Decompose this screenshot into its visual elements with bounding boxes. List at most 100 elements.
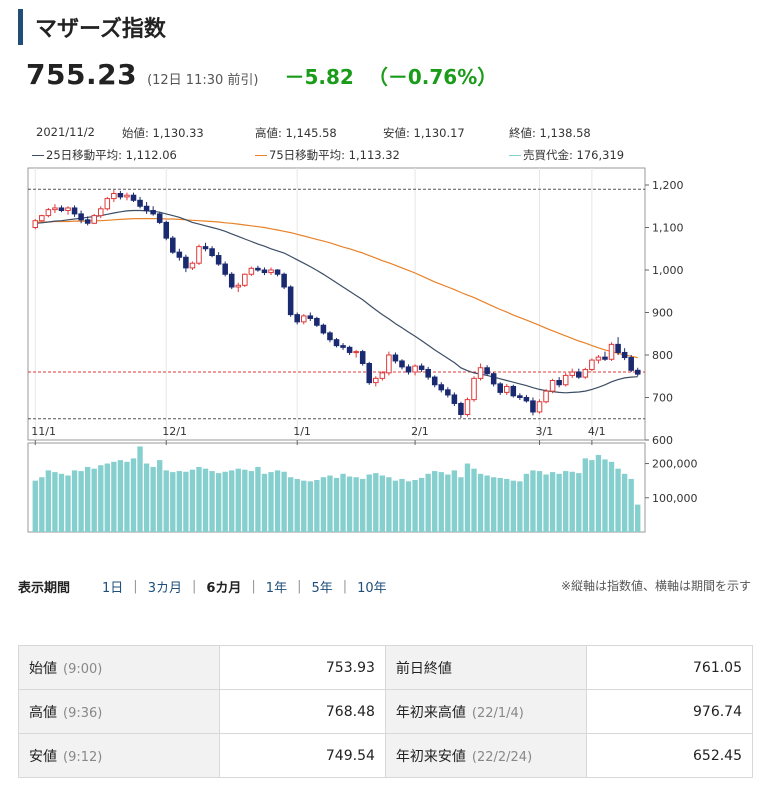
candle-down: [222, 263, 228, 275]
candle-down: [523, 397, 530, 402]
candle-down: [163, 221, 170, 239]
y-tick-label: 800: [652, 349, 673, 362]
candle-down: [399, 360, 405, 368]
legend-ma75: 75日移動平均: 1,113.32: [255, 147, 400, 163]
candle-up: [91, 215, 97, 224]
candle-up: [111, 193, 117, 200]
volume-bar: [412, 479, 418, 532]
volume-bar: [183, 471, 189, 532]
period-10y[interactable]: 10年: [357, 581, 387, 596]
candle-up: [235, 284, 242, 288]
volume-bar: [320, 477, 327, 532]
title-bar: マザーズ指数: [18, 9, 166, 45]
period-1y[interactable]: 1年: [265, 581, 288, 596]
volume-bar: [189, 469, 196, 532]
period-3m[interactable]: 3カ月: [147, 581, 182, 596]
candle-down: [484, 367, 490, 375]
volume-bar: [229, 470, 235, 532]
candle-down: [517, 395, 523, 399]
candle-up: [300, 315, 307, 323]
volume-bar: [202, 468, 209, 532]
candle-down: [294, 314, 300, 323]
candle-down: [327, 332, 333, 341]
period-5y[interactable]: 5年: [311, 581, 333, 596]
candle-down: [602, 356, 608, 360]
table-row: 安値 (9:12) 749.54 年初来安値 (22/2/24) 652.45: [18, 733, 754, 778]
volume-bar: [615, 468, 621, 532]
legend-volume: 売買代金: 176,319: [509, 147, 624, 163]
y-tick-label: 900: [652, 307, 673, 320]
volume-bar: [130, 458, 137, 532]
candle-down: [418, 365, 425, 370]
axis-note: ※縦軸は指数値、横軸は期間を示す: [560, 579, 751, 593]
volume-bar: [248, 471, 255, 532]
y-tick-label: 1,200: [652, 179, 684, 192]
volume-bar: [91, 468, 97, 532]
volume-bar: [543, 474, 549, 532]
volume-bar: [484, 475, 490, 532]
candle-down: [458, 402, 464, 415]
price-chart[interactable]: 1,200 1,100 1,000 900 800 700 600 200,000 100,00…: [0, 160, 763, 540]
volume-bar: [163, 470, 169, 532]
candle-down: [359, 351, 366, 365]
candle-down: [209, 248, 215, 257]
stats-table: 始値 (9:00) 753.93 前日終値 761.05 高値 (9:36) 768…: [18, 645, 754, 778]
candle-down: [628, 357, 634, 371]
candle-down: [143, 205, 150, 211]
y-tick-label: 1,000: [652, 264, 684, 277]
x-tick-label: 11/1: [31, 425, 56, 438]
info-high: 高値: 1,145.58: [255, 126, 337, 140]
legend-volume-text: 売買代金: 176,319: [523, 148, 625, 162]
volume-bar: [379, 475, 386, 532]
candle-up: [595, 356, 602, 361]
volume-bar: [517, 481, 523, 532]
volume-bar: [301, 480, 307, 532]
volume-bar: [504, 478, 510, 532]
volume-bar: [595, 454, 602, 532]
volume-bar: [209, 471, 215, 532]
candle-down: [261, 269, 268, 274]
volume-bar: [150, 466, 156, 532]
legend-ma75-text: 75日移動平均: 1,113.32: [269, 148, 400, 162]
volume-bar: [104, 463, 110, 532]
volume-bar: [549, 472, 556, 532]
volume-bar: [635, 504, 641, 532]
volume-tick-label: 100,000: [652, 492, 698, 505]
volume-line-icon: [509, 155, 521, 156]
stat-high-value: 768.48: [218, 689, 386, 734]
volume-bar: [124, 461, 130, 532]
candle-down: [431, 376, 438, 386]
candle-up: [471, 377, 477, 401]
volume-bar: [117, 460, 124, 532]
candle-down: [58, 207, 65, 212]
candle-down: [287, 286, 294, 316]
volume-bar: [314, 479, 320, 532]
y-tick-label: 700: [652, 392, 673, 405]
volume-bar: [281, 471, 287, 532]
title-accent: [18, 9, 23, 45]
stat-ytd-high-label: 年初来高値 (22/1/4): [384, 689, 587, 734]
stat-prev-value: 761.05: [585, 645, 754, 690]
volume-bar: [170, 472, 176, 532]
stat-ytd-low-label: 年初来安値 (22/2/24): [384, 733, 587, 778]
period-1d[interactable]: 1日: [102, 581, 124, 596]
volume-bar: [510, 480, 516, 532]
candle-down: [445, 389, 451, 396]
candle-up: [65, 207, 71, 212]
volume-bar: [222, 471, 228, 532]
x-tick-label: 2/1: [411, 425, 429, 438]
volume-bar: [530, 470, 536, 532]
volume-bar: [143, 463, 150, 532]
volume-bar: [196, 466, 202, 532]
y-tick-label: 600: [652, 434, 673, 447]
candle-down: [333, 339, 340, 347]
period-6m[interactable]: 6カ月: [206, 581, 242, 596]
volume-bar: [477, 473, 484, 532]
volume-bar: [235, 468, 241, 532]
y-tick-label: 1,100: [652, 222, 684, 235]
volume-bar: [464, 463, 471, 532]
candle-down: [497, 383, 503, 393]
volume-bar: [242, 469, 248, 532]
candle-down: [255, 267, 261, 271]
candle-down: [176, 251, 183, 258]
